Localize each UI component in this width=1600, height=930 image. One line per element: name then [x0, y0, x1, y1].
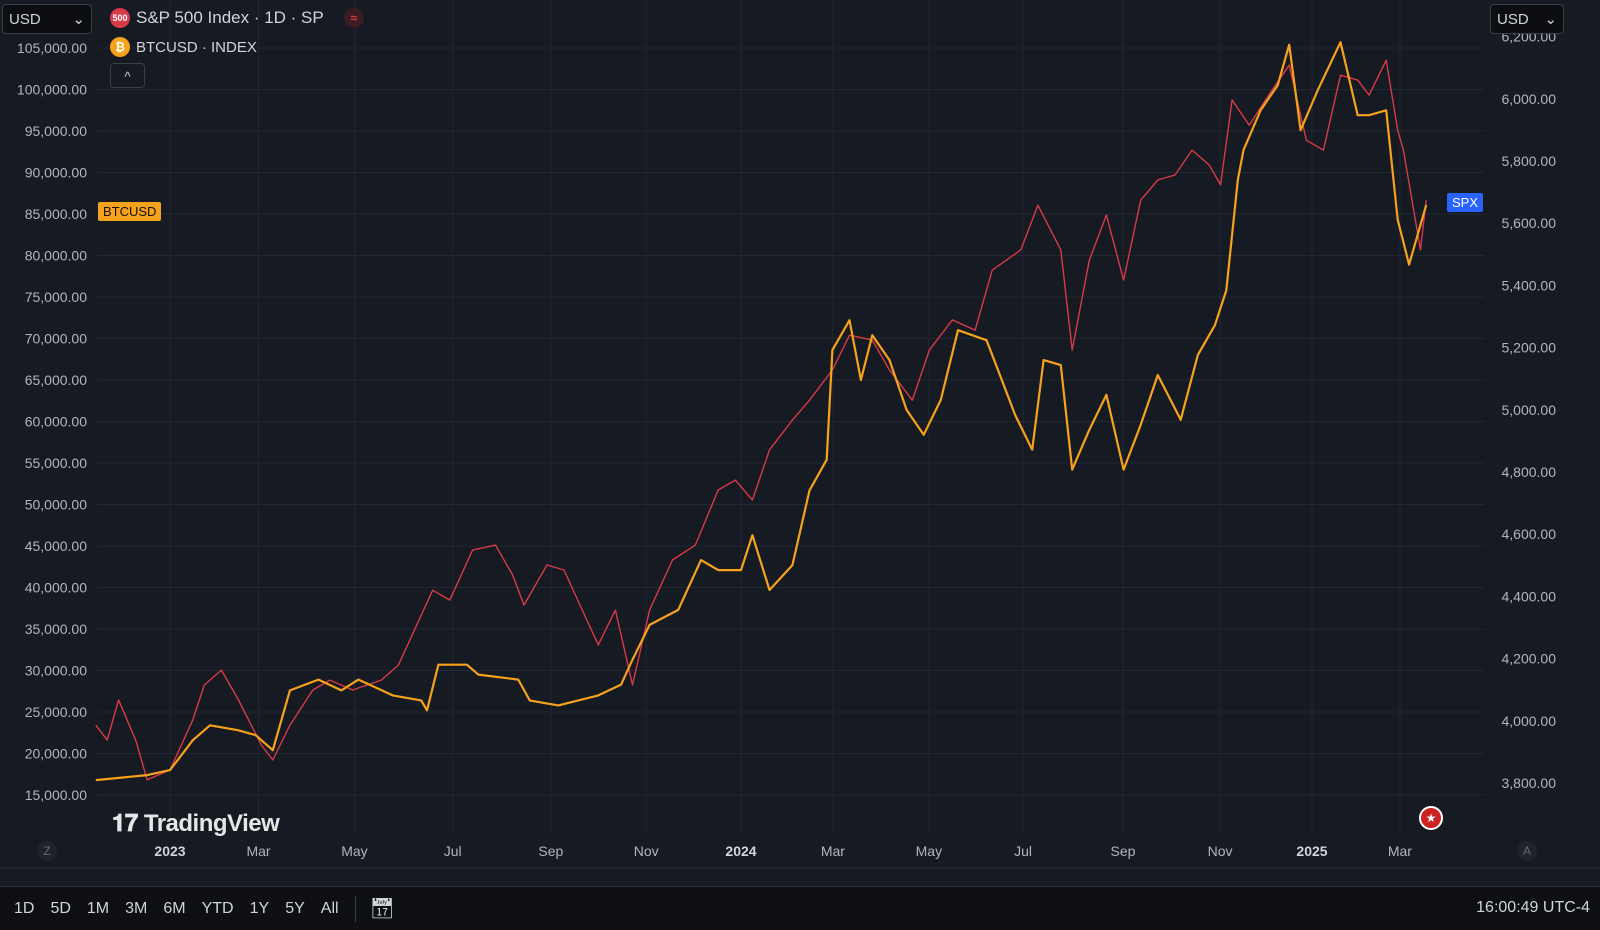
series-line-btcusd [95, 41, 1428, 782]
left-axis-tick: 30,000.00 [25, 663, 87, 679]
auto-scale-button[interactable]: A [1517, 841, 1537, 861]
left-axis-tick: 95,000.00 [25, 123, 87, 139]
sp500-logo-icon: 500 [110, 8, 130, 28]
x-axis-tick: Jul [444, 843, 462, 859]
compare-symbol-label: BTCUSD · INDEX [136, 38, 257, 56]
range-1d[interactable]: 1D [14, 899, 35, 917]
left-currency-select[interactable]: USD ⌄ [2, 4, 92, 34]
collapse-legend-button[interactable]: ^ [110, 63, 145, 88]
left-axis-tick: 75,000.00 [25, 289, 87, 305]
tradingview-wordmark: TradingView [143, 810, 280, 837]
left-axis-tick: 85,000.00 [25, 206, 87, 222]
bitcoin-logo-icon: ₿ [110, 37, 130, 57]
range-5y[interactable]: 5Y [285, 899, 305, 917]
left-axis-tick: 80,000.00 [25, 248, 87, 264]
series-line-spx [95, 59, 1427, 781]
right-axis-tick: 5,200.00 [1502, 340, 1557, 356]
btcusd-price-tag: BTCUSD [98, 202, 162, 221]
left-axis-tick: 35,000.00 [25, 621, 87, 637]
x-axis-tick: Mar [246, 843, 270, 859]
left-axis-tick: 60,000.00 [25, 414, 87, 430]
right-axis-tick: 5,400.00 [1502, 277, 1557, 293]
chart-canvas[interactable]: 105,000.00 100,000.00 95,000.00 90,000.00 85… [0, 0, 1600, 886]
left-axis-tick: 70,000.00 [25, 331, 87, 347]
left-axis-tick: 25,000.00 [25, 704, 87, 720]
range-all[interactable]: All [320, 899, 339, 917]
time-axis-bg [0, 868, 1600, 886]
us-market-flag-icon[interactable]: ★ [1419, 806, 1443, 830]
right-axis-tick: 5,000.00 [1502, 402, 1557, 418]
right-axis-tick: 6,000.00 [1502, 91, 1557, 107]
x-axis-tick: Nov [1208, 843, 1233, 859]
right-axis-tick: 4,200.00 [1502, 651, 1557, 667]
left-axis-tick: 100,000.00 [17, 82, 87, 98]
chevron-down-icon: ⌄ [72, 11, 85, 28]
tradingview-mark-icon: 𝟏𝟕 [112, 810, 144, 837]
right-currency-value: USD [1497, 10, 1529, 28]
x-axis-tick: May [341, 843, 367, 859]
data-delay-icon[interactable]: ≈ [343, 8, 364, 28]
z-button[interactable]: Z [37, 841, 57, 861]
right-axis-tick: 5,800.00 [1502, 153, 1557, 169]
range-3m[interactable]: 3M [125, 899, 148, 917]
x-axis-tick: Mar [821, 843, 845, 859]
x-axis-tick: Nov [634, 843, 659, 859]
spx-price-tag: SPX [1447, 193, 1484, 212]
x-axis-tick: 2024 [725, 843, 756, 859]
right-axis-tick: 5,600.00 [1502, 215, 1557, 231]
legend-main-series[interactable]: 500 S&P 500 Index · 1D · SP ≈ [110, 8, 364, 28]
right-axis-tick: 4,800.00 [1502, 464, 1557, 480]
left-axis-tick: 90,000.00 [25, 165, 87, 181]
right-axis-tick: 4,400.00 [1502, 588, 1557, 604]
clock[interactable]: 16:00:49 UTC-4 [1476, 899, 1590, 916]
bottom-toolbar: 1D 5D 1M 3M 6M YTD 1Y 5Y All 📅︎ 16:00:49… [0, 886, 1600, 930]
range-1y[interactable]: 1Y [249, 899, 270, 917]
left-currency-value: USD [9, 10, 41, 28]
divider [354, 895, 356, 922]
left-axis-tick: 65,000.00 [25, 372, 87, 388]
range-5d[interactable]: 5D [50, 899, 71, 917]
left-axis-tick: 20,000.00 [25, 746, 87, 762]
range-ytd[interactable]: YTD [201, 899, 234, 917]
right-axis-tick: 4,000.00 [1502, 713, 1557, 729]
left-axis-tick: 50,000.00 [25, 497, 87, 513]
x-axis-tick: May [916, 843, 942, 859]
x-axis-tick: Sep [1111, 843, 1136, 859]
chevron-down-icon: ⌄ [1544, 11, 1557, 28]
right-currency-select[interactable]: USD ⌄ [1490, 4, 1564, 34]
left-axis-tick: 55,000.00 [25, 455, 87, 471]
main-symbol-label: S&P 500 Index · 1D · SP [136, 8, 324, 27]
x-axis-tick: 2025 [1296, 843, 1327, 859]
right-axis-tick: 3,800.00 [1502, 775, 1557, 791]
right-axis-tick: 4,600.00 [1502, 526, 1557, 542]
go-to-date-calendar-icon[interactable]: 📅︎ [369, 898, 395, 920]
x-axis-tick: Sep [538, 843, 563, 859]
x-axis-tick: Mar [1388, 843, 1412, 859]
x-axis-tick: 2023 [154, 843, 185, 859]
tradingview-logo[interactable]: 𝟏𝟕 TradingView [112, 810, 280, 838]
range-1m[interactable]: 1M [86, 899, 110, 917]
left-axis-tick: 105,000.00 [17, 40, 87, 56]
left-axis-tick: 45,000.00 [25, 538, 87, 554]
legend-compare-series[interactable]: ₿ BTCUSD · INDEX [110, 37, 257, 57]
left-axis-tick: 15,000.00 [25, 787, 87, 803]
range-6m[interactable]: 6M [163, 899, 186, 917]
left-axis-tick: 40,000.00 [25, 580, 87, 596]
x-axis-tick: Jul [1014, 843, 1032, 859]
